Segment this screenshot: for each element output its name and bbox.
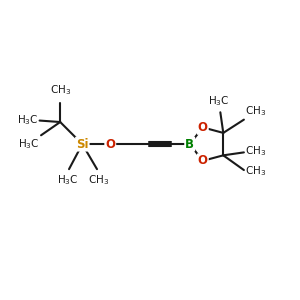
Text: CH$_3$: CH$_3$	[245, 165, 267, 178]
Text: O: O	[105, 138, 115, 151]
Text: O: O	[198, 154, 208, 167]
Text: CH$_3$: CH$_3$	[245, 104, 267, 118]
Text: H$_3$C: H$_3$C	[57, 174, 78, 188]
Text: H$_3$C: H$_3$C	[18, 137, 40, 151]
Text: CH$_3$: CH$_3$	[50, 83, 71, 97]
Text: O: O	[198, 121, 208, 134]
Text: Si: Si	[76, 138, 88, 151]
Text: B: B	[185, 138, 194, 151]
Text: CH$_3$: CH$_3$	[88, 174, 109, 188]
Text: CH$_3$: CH$_3$	[245, 144, 267, 158]
Text: H$_3$C: H$_3$C	[208, 94, 230, 108]
Text: H$_3$C: H$_3$C	[16, 114, 38, 128]
